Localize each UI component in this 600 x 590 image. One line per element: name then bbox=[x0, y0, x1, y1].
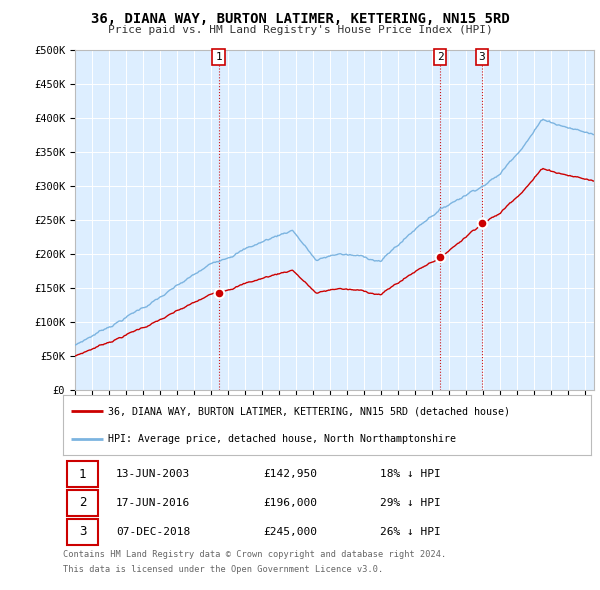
FancyBboxPatch shape bbox=[67, 461, 98, 487]
Text: 36, DIANA WAY, BURTON LATIMER, KETTERING, NN15 5RD: 36, DIANA WAY, BURTON LATIMER, KETTERING… bbox=[91, 12, 509, 26]
Text: 13-JUN-2003: 13-JUN-2003 bbox=[116, 469, 190, 479]
Text: 07-DEC-2018: 07-DEC-2018 bbox=[116, 527, 190, 537]
Text: 1: 1 bbox=[215, 52, 222, 62]
Text: 36, DIANA WAY, BURTON LATIMER, KETTERING, NN15 5RD (detached house): 36, DIANA WAY, BURTON LATIMER, KETTERING… bbox=[108, 406, 510, 416]
Text: 29% ↓ HPI: 29% ↓ HPI bbox=[380, 498, 440, 508]
Text: 17-JUN-2016: 17-JUN-2016 bbox=[116, 498, 190, 508]
Text: 2: 2 bbox=[437, 52, 443, 62]
Text: 2: 2 bbox=[79, 497, 86, 510]
Text: £245,000: £245,000 bbox=[263, 527, 317, 537]
FancyBboxPatch shape bbox=[67, 490, 98, 516]
Text: 1: 1 bbox=[79, 468, 86, 481]
Text: 26% ↓ HPI: 26% ↓ HPI bbox=[380, 527, 440, 537]
Text: 18% ↓ HPI: 18% ↓ HPI bbox=[380, 469, 440, 479]
Text: £142,950: £142,950 bbox=[263, 469, 317, 479]
Text: Contains HM Land Registry data © Crown copyright and database right 2024.: Contains HM Land Registry data © Crown c… bbox=[63, 550, 446, 559]
Text: HPI: Average price, detached house, North Northamptonshire: HPI: Average price, detached house, Nort… bbox=[108, 434, 456, 444]
Text: £196,000: £196,000 bbox=[263, 498, 317, 508]
Text: 3: 3 bbox=[479, 52, 485, 62]
Text: Price paid vs. HM Land Registry's House Price Index (HPI): Price paid vs. HM Land Registry's House … bbox=[107, 25, 493, 35]
FancyBboxPatch shape bbox=[67, 519, 98, 545]
Text: This data is licensed under the Open Government Licence v3.0.: This data is licensed under the Open Gov… bbox=[63, 565, 383, 573]
Text: 3: 3 bbox=[79, 525, 86, 538]
